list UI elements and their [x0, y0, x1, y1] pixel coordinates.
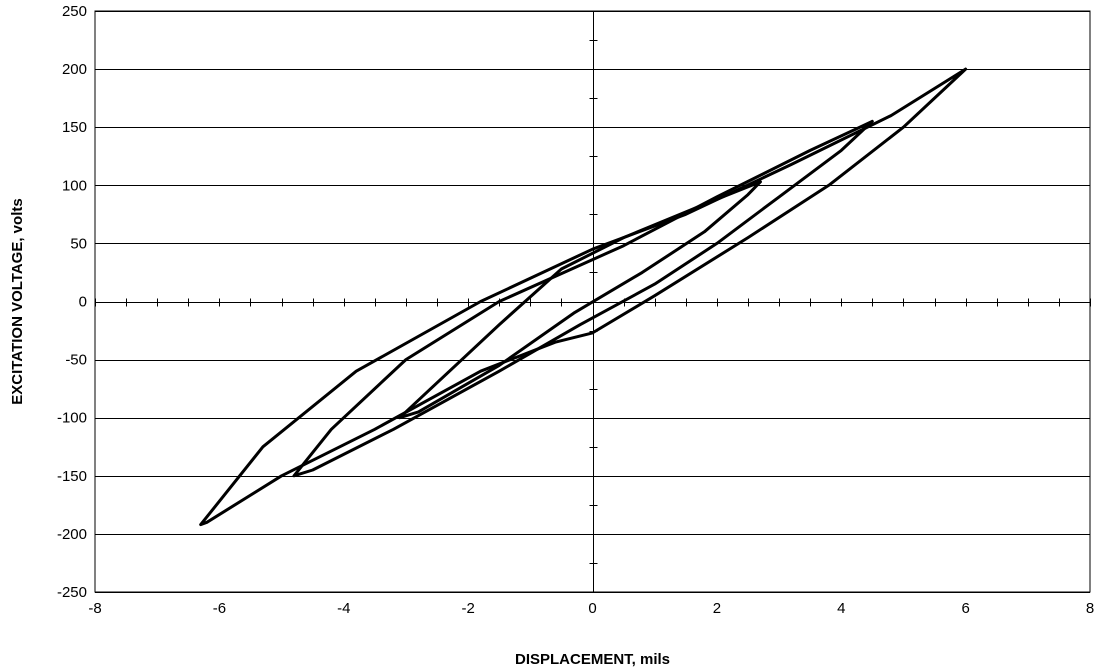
hysteresis-loop-outer	[199, 67, 968, 527]
hysteresis-loop-middle	[292, 119, 874, 478]
x-tick-label: 6	[961, 600, 969, 617]
x-tick-label: -6	[213, 600, 226, 617]
y-tick-label: -250	[57, 584, 87, 601]
y-tick-labels: 250 200 150 100 50 0 -50 -100 -150 -200 -250	[57, 3, 87, 601]
y-tick-label: -150	[57, 468, 87, 485]
x-tick-label: 0	[588, 600, 596, 617]
x-tick-labels: -8 -6 -4 -2 0 2 4 6 8	[88, 600, 1094, 617]
y-tick-label: -50	[65, 352, 87, 369]
y-tick-label: -100	[57, 410, 87, 427]
x-tick-label: 2	[713, 600, 721, 617]
x-tick-label: -2	[461, 600, 474, 617]
y-tick-label: 150	[62, 119, 87, 136]
x-axis-title: DISPLACEMENT, mils	[515, 651, 670, 668]
hysteresis-loop-inner	[398, 180, 762, 420]
y-tick-label: 50	[70, 235, 87, 252]
data-series	[199, 67, 968, 527]
y-tick-label: -200	[57, 526, 87, 543]
y-tick-label: 0	[79, 294, 87, 311]
x-tick-label: 8	[1086, 600, 1094, 617]
y-tick-label: 100	[62, 177, 87, 194]
y-axis-title: EXCITATION VOLTAGE, volts	[9, 198, 26, 404]
x-tick-label: 4	[837, 600, 845, 617]
y-tick-label: 250	[62, 3, 87, 20]
y-tick-label: 200	[62, 61, 87, 78]
x-tick-label: -8	[88, 600, 101, 617]
x-tick-label: -4	[337, 600, 350, 617]
